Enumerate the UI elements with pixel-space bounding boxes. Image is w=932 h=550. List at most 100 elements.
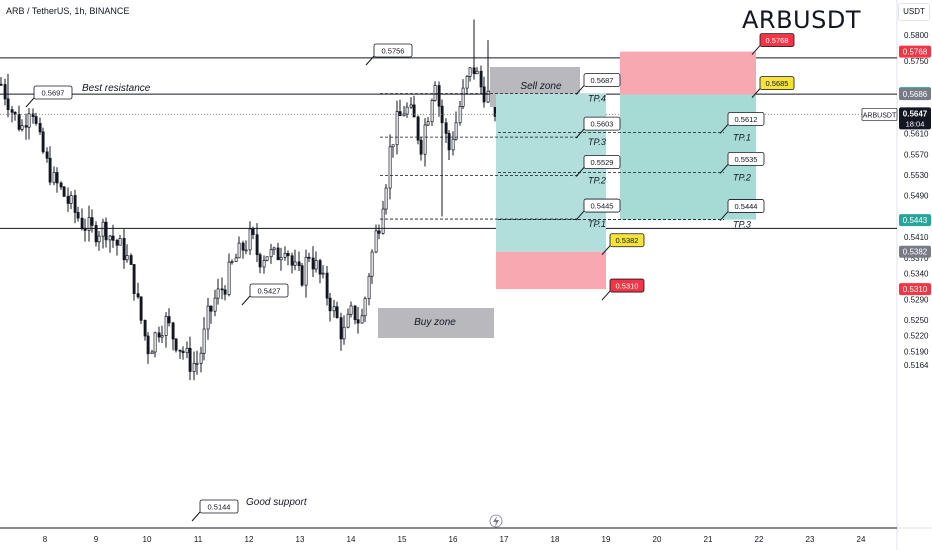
- candle-body: [83, 228, 87, 231]
- candle-body: [38, 123, 42, 133]
- candle-body: [241, 242, 245, 251]
- candle-body: [139, 296, 143, 321]
- candle-body: [90, 217, 94, 226]
- candle-body: [332, 306, 336, 312]
- candle-body: [398, 111, 402, 117]
- time-tick-label: 21: [704, 535, 713, 544]
- candle-body: [45, 151, 49, 159]
- best-resistance-label: Best resistance: [82, 83, 151, 94]
- candle-body: [360, 315, 364, 324]
- time-tick-label: 15: [398, 535, 407, 544]
- candle-body: [73, 195, 77, 213]
- axis-price-tag-label: 0.5443: [903, 216, 928, 225]
- short-entry-tag: [759, 76, 795, 91]
- long-entry-tag-pointer: [601, 245, 611, 256]
- candle-body: [31, 113, 35, 117]
- candle-body: [318, 260, 322, 275]
- last-price-label: 0.5647: [903, 109, 928, 118]
- short-stop-tag-label: 0.5768: [766, 36, 789, 45]
- time-tick-label: 16: [449, 535, 458, 544]
- long-tp-price-tag: [583, 198, 621, 213]
- price-callout-label: 0.5697: [42, 89, 65, 98]
- candle-body: [468, 67, 472, 77]
- candle-body: [101, 221, 105, 237]
- candle-body: [220, 288, 224, 291]
- long-tp-price-tag-label: 0.5529: [591, 158, 614, 167]
- price-callout-pointer: [191, 511, 201, 522]
- short-stop-zone[interactable]: [620, 51, 756, 95]
- long-tp-label: TP.4: [588, 94, 606, 104]
- axis-price-tag: [899, 45, 931, 58]
- candle-body: [412, 104, 416, 118]
- candle-body: [87, 217, 91, 231]
- candle-body: [426, 121, 430, 126]
- long-tp-price-tag-label: 0.5445: [591, 202, 614, 211]
- candle-body: [475, 70, 479, 75]
- good-support-label: Good support: [246, 497, 308, 508]
- symbol-tag: [861, 107, 898, 121]
- candle-body: [248, 228, 252, 251]
- long-stop-zone[interactable]: [496, 251, 606, 290]
- candle-body: [69, 195, 73, 204]
- short-tp-price-tag-pointer: [719, 211, 729, 221]
- candle-body: [293, 261, 297, 266]
- price-callout: [33, 85, 73, 100]
- price-tick-label: 0.5164: [904, 361, 929, 370]
- short-tp-label: TP.1: [733, 132, 751, 142]
- price-tick-label: 0.5410: [904, 233, 929, 242]
- long-stop-tag-pointer: [601, 290, 611, 301]
- candle-body: [269, 249, 273, 258]
- candle-body: [367, 275, 371, 299]
- last-price-tag: [899, 107, 931, 130]
- candle-body: [0, 83, 3, 86]
- candle-body: [335, 306, 339, 318]
- candle-body: [356, 319, 360, 324]
- short-entry-tag-pointer: [751, 88, 761, 98]
- currency-button[interactable]: USDT: [898, 3, 930, 21]
- short-tp-price-tag-pointer: [719, 164, 729, 174]
- candle-body: [325, 272, 329, 299]
- candle-body: [153, 332, 157, 353]
- candle-body: [286, 253, 290, 257]
- candle-body: [115, 239, 119, 246]
- symbol-watermark: ARBUSDT: [742, 6, 861, 34]
- candle-body: [27, 113, 31, 128]
- price-callout-pointer: [365, 55, 375, 66]
- long-tp-price-tag: [583, 73, 621, 87]
- candle-body: [157, 332, 161, 338]
- short-stop-tag-pointer: [751, 45, 761, 55]
- candle-body: [150, 351, 154, 355]
- candle-body: [363, 298, 367, 317]
- candle-body: [311, 257, 315, 270]
- short-tp-label: TP.3: [733, 220, 751, 230]
- candle-body: [283, 253, 287, 258]
- candle-body: [20, 125, 24, 130]
- time-tick-label: 9: [94, 535, 99, 544]
- candle-body: [59, 182, 63, 188]
- candle-body: [195, 362, 199, 365]
- buy-zone-box[interactable]: [378, 308, 494, 338]
- candle-body: [339, 317, 343, 340]
- price-callout-pointer: [25, 97, 35, 108]
- candle-body: [402, 113, 406, 117]
- candle-body: [465, 75, 469, 89]
- time-tick-label: 20: [653, 535, 662, 544]
- candle-body: [346, 313, 350, 328]
- candle-body: [342, 326, 346, 340]
- candle-body: [167, 316, 171, 324]
- sell-zone-label: Sell zone: [520, 81, 562, 92]
- candle-body: [430, 99, 434, 123]
- candle-body: [423, 124, 427, 155]
- time-tick-label: 19: [602, 535, 611, 544]
- candle-body: [34, 116, 38, 124]
- long-tp-price-tag: [583, 116, 621, 131]
- price-tick-label: 0.5750: [904, 57, 929, 66]
- candle-body: [279, 256, 283, 261]
- short-stop-tag: [759, 33, 795, 47]
- axis-price-tag-label: 0.5310: [903, 285, 928, 294]
- candle-body: [223, 289, 227, 295]
- candle-body: [447, 133, 451, 151]
- candle-body: [304, 256, 308, 286]
- long-stop-tag: [609, 278, 645, 293]
